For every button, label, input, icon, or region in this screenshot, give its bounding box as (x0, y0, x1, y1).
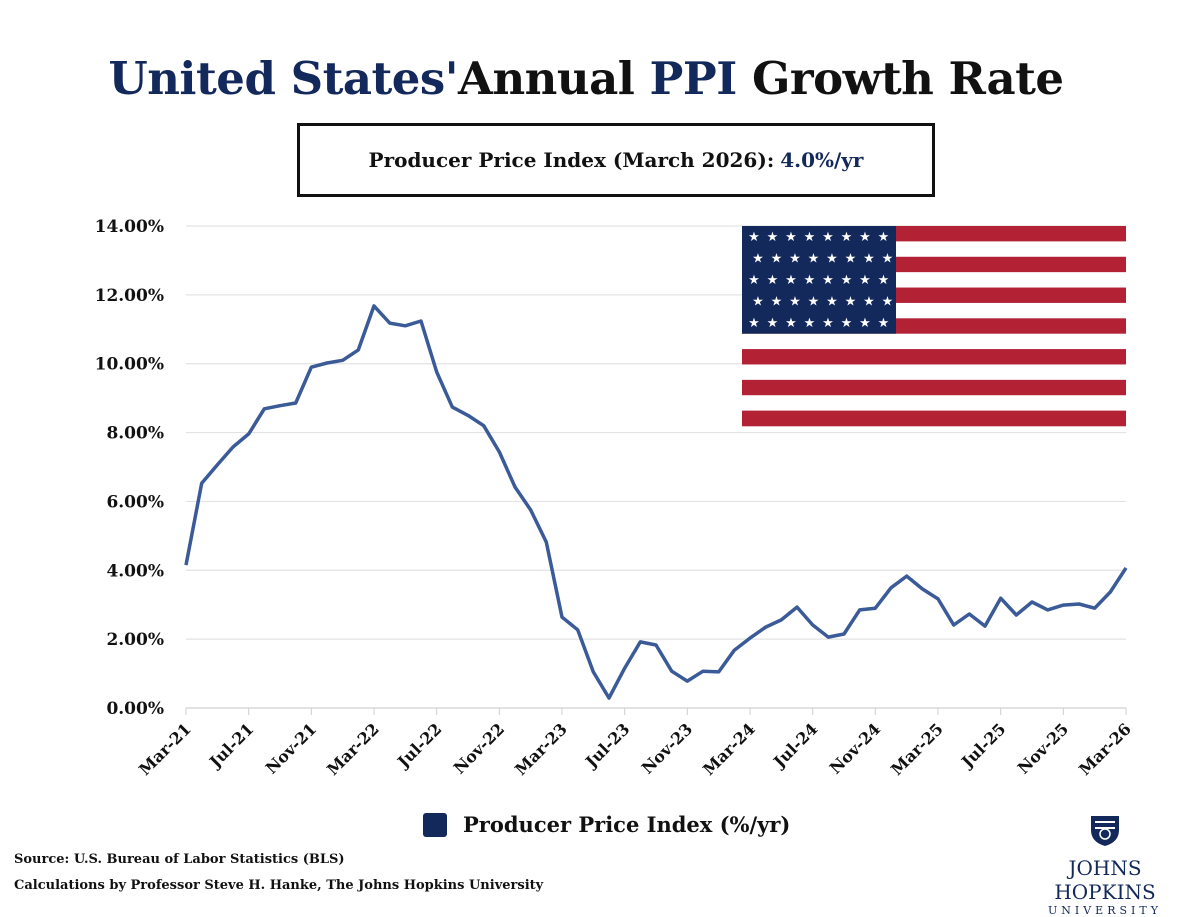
flag-star: ★ (804, 273, 816, 288)
flag-star: ★ (771, 295, 783, 310)
x-tick-label: Nov-21 (262, 719, 320, 777)
flag-stripe (742, 334, 1126, 350)
flag-star: ★ (826, 252, 838, 267)
jhu-shield-icon (1087, 812, 1123, 848)
flag-star: ★ (841, 273, 853, 288)
x-tick-label: Jul-22 (392, 719, 445, 772)
y-tick-label: 12.00% (95, 286, 164, 306)
y-tick-label: 14.00% (95, 217, 164, 237)
flag-star: ★ (863, 295, 875, 310)
x-tick-label: Mar-23 (511, 719, 571, 779)
flag-star: ★ (878, 316, 890, 331)
x-tick-label: Mar-24 (699, 719, 759, 779)
legend: Producer Price Index (%/yr) (423, 812, 790, 837)
flag-star: ★ (859, 316, 871, 331)
flag-star: ★ (804, 230, 816, 245)
flag-star: ★ (859, 230, 871, 245)
flag-star: ★ (845, 295, 857, 310)
flag-star: ★ (752, 295, 764, 310)
flag-star: ★ (785, 230, 797, 245)
flag-stripe (742, 380, 1126, 396)
y-tick-label: 4.00% (106, 561, 164, 581)
line-chart: 0.00% 2.00% 4.00% 6.00% 8.00% 10.00% 12.00% 14.… (0, 0, 1200, 897)
flag-star: ★ (859, 273, 871, 288)
flag-star: ★ (767, 316, 779, 331)
flag-star: ★ (808, 252, 820, 267)
source-note: Source: U.S. Bureau of Labor Statistics … (14, 852, 345, 867)
flag-star: ★ (878, 273, 890, 288)
x-tick-label: Nov-22 (450, 719, 508, 777)
y-tick-label: 10.00% (95, 355, 164, 375)
x-tick-label: Jul-23 (580, 719, 633, 772)
flag-stripe (742, 395, 1126, 411)
legend-swatch (423, 813, 447, 837)
flag-stripe (742, 411, 1126, 427)
x-tick-label: Mar-21 (135, 719, 195, 779)
y-tick-label: 0.00% (106, 699, 164, 719)
x-tick-label: Jul-25 (956, 719, 1009, 772)
flag-star: ★ (863, 252, 875, 267)
flag-star: ★ (845, 252, 857, 267)
y-tick-label: 6.00% (106, 492, 164, 512)
flag-star: ★ (748, 316, 760, 331)
flag-star: ★ (748, 273, 760, 288)
flag-star: ★ (771, 252, 783, 267)
flag-star: ★ (752, 252, 764, 267)
flag-star: ★ (822, 273, 834, 288)
jhu-logo: JOHNS HOPKINS UNIVERSITY (1030, 812, 1180, 917)
flag-stripe (742, 364, 1126, 380)
y-tick-label: 2.00% (106, 630, 164, 650)
flag-star: ★ (822, 316, 834, 331)
flag-canton (742, 226, 896, 334)
flag-star: ★ (826, 295, 838, 310)
flag-star: ★ (841, 230, 853, 245)
x-tick-label: Jul-21 (204, 719, 257, 772)
x-tick-label: Nov-23 (638, 719, 696, 777)
flag-star: ★ (822, 230, 834, 245)
flag-star: ★ (808, 295, 820, 310)
flag-star: ★ (878, 230, 890, 245)
flag-star: ★ (841, 316, 853, 331)
flag-star: ★ (785, 273, 797, 288)
flag-star: ★ (789, 252, 801, 267)
x-tick-label: Nov-25 (1014, 719, 1072, 777)
flag-star: ★ (789, 295, 801, 310)
flag-star: ★ (767, 273, 779, 288)
y-tick-label: 8.00% (106, 424, 164, 444)
x-tick-label: Mar-22 (323, 719, 383, 779)
legend-label: Producer Price Index (%/yr) (463, 812, 790, 837)
flag-star: ★ (767, 230, 779, 245)
flag-star: ★ (882, 252, 894, 267)
x-tick-label: Mar-26 (1075, 719, 1135, 779)
credit-note: Calculations by Professor Steve H. Hanke… (14, 878, 543, 893)
x-tick-label: Nov-24 (826, 719, 884, 777)
flag-star: ★ (748, 230, 760, 245)
x-tick-label: Mar-25 (887, 719, 947, 779)
flag-star: ★ (785, 316, 797, 331)
flag-star: ★ (882, 295, 894, 310)
flag-stripe (742, 349, 1126, 365)
x-tick-label: Jul-24 (768, 719, 821, 772)
flag-star: ★ (804, 316, 816, 331)
